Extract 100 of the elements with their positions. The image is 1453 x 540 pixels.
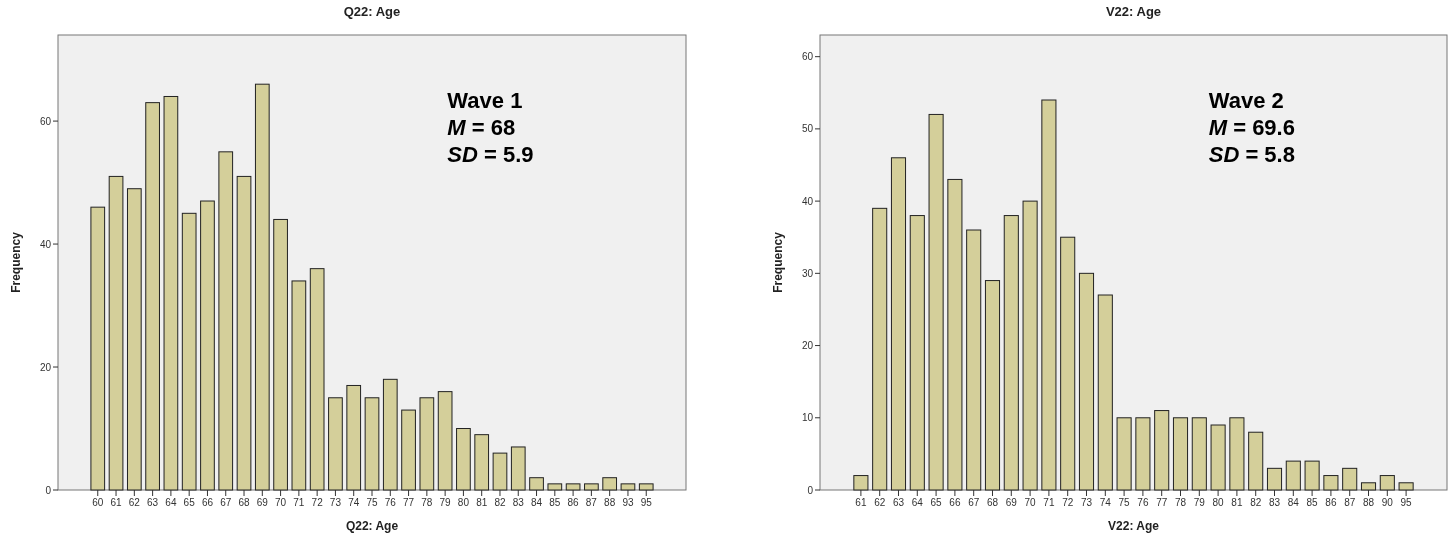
y-tick-label: 60 [39, 115, 52, 127]
y-tick-label: 40 [801, 195, 814, 207]
y-axis-title: Frequency [9, 231, 23, 293]
bar [947, 178, 963, 491]
y-tick-label: 40 [39, 238, 52, 250]
bar [364, 397, 380, 491]
x-tick-label: 95 [1400, 497, 1413, 508]
bar [1229, 417, 1245, 491]
bar [638, 483, 654, 491]
x-tick-label: 88 [604, 497, 616, 508]
bar [145, 102, 160, 491]
x-tick-label: 64 [165, 497, 177, 508]
bar [163, 95, 179, 491]
x-tick-label: 83 [512, 497, 525, 508]
bar [529, 477, 544, 491]
x-tick-label: 72 [1062, 497, 1074, 508]
bar [1041, 99, 1057, 491]
x-axis-title: V22: Age [1108, 519, 1160, 533]
x-tick-label: 74 [348, 497, 360, 508]
bar [401, 409, 416, 491]
x-tick-label: 71 [1043, 497, 1055, 508]
bar [1266, 467, 1283, 491]
bar [1097, 294, 1113, 491]
x-tick-label: 70 [1024, 497, 1037, 508]
x-tick-label: 62 [128, 497, 141, 508]
x-tick-label: 84 [1287, 497, 1300, 508]
x-tick-label: 64 [911, 497, 924, 508]
x-tick-label: 67 [220, 497, 232, 508]
bar [1078, 272, 1095, 491]
bar [346, 384, 362, 491]
bar [1154, 410, 1170, 491]
x-tick-label: 66 [949, 497, 961, 508]
x-tick-label: 70 [275, 497, 287, 508]
y-tick-label: 0 [807, 484, 814, 496]
annotation: Wave 2 [1208, 88, 1284, 113]
x-tick-label: 86 [1325, 497, 1337, 508]
x-tick-label: 68 [986, 497, 999, 508]
bar [984, 280, 1001, 491]
bar [492, 452, 508, 491]
x-tick-label: 77 [1156, 497, 1168, 508]
bar [1323, 475, 1339, 491]
bar [1172, 417, 1189, 491]
x-tick-label: 69 [256, 497, 269, 508]
x-tick-label: 87 [585, 497, 598, 508]
bar [254, 83, 270, 491]
x-tick-label: 88 [1362, 497, 1375, 508]
bar [853, 475, 869, 491]
bar [1360, 482, 1377, 491]
x-tick-label: 90 [1381, 497, 1394, 508]
x-tick-label: 73 [1080, 497, 1093, 508]
bar [90, 206, 106, 491]
bar [1304, 460, 1320, 491]
x-tick-label: 67 [968, 497, 980, 508]
y-tick-label: 20 [801, 340, 814, 352]
x-tick-label: 74 [1099, 497, 1112, 508]
x-tick-label: 81 [1231, 497, 1243, 508]
x-tick-label: 61 [855, 497, 867, 508]
bar [1116, 417, 1132, 491]
bar [1379, 475, 1395, 491]
bar [1022, 200, 1038, 491]
bar [1003, 215, 1019, 491]
bar [547, 483, 563, 491]
x-tick-label: 76 [384, 497, 397, 508]
x-tick-label: 68 [238, 497, 251, 508]
x-tick-label: 80 [457, 497, 470, 508]
annotation: M = 68 [447, 115, 516, 140]
bar [966, 229, 982, 491]
x-tick-label: 79 [439, 497, 452, 508]
bar [1398, 482, 1414, 491]
bar [872, 207, 888, 491]
bar [1191, 417, 1207, 491]
chart-title: V22: Age [1105, 4, 1162, 19]
bar [510, 446, 526, 491]
x-tick-label: 81 [476, 497, 488, 508]
y-tick-label: 60 [801, 51, 814, 63]
x-tick-label: 69 [1005, 497, 1018, 508]
chart-title: Q22: Age [343, 4, 401, 19]
bar [1135, 417, 1151, 491]
x-tick-label: 61 [110, 497, 123, 508]
x-tick-label: 84 [530, 497, 543, 508]
bar [236, 175, 252, 491]
y-tick-label: 30 [801, 267, 814, 279]
x-tick-label: 65 [930, 497, 943, 508]
bar [419, 397, 435, 491]
x-tick-label: 75 [366, 497, 378, 508]
annotation: SD = 5.9 [447, 142, 534, 167]
bar [456, 428, 471, 491]
bar [309, 268, 325, 491]
bar [565, 483, 581, 491]
x-tick-label: 71 [293, 497, 305, 508]
x-tick-label: 75 [1118, 497, 1131, 508]
x-tick-label: 65 [183, 497, 196, 508]
bar [1060, 236, 1076, 491]
x-tick-label: 93 [622, 497, 634, 508]
x-tick-label: 63 [147, 497, 159, 508]
bar [602, 477, 618, 491]
y-tick-label: 20 [39, 361, 52, 373]
bar [126, 188, 142, 491]
x-tick-label: 76 [1137, 497, 1149, 508]
x-tick-label: 66 [201, 497, 214, 508]
